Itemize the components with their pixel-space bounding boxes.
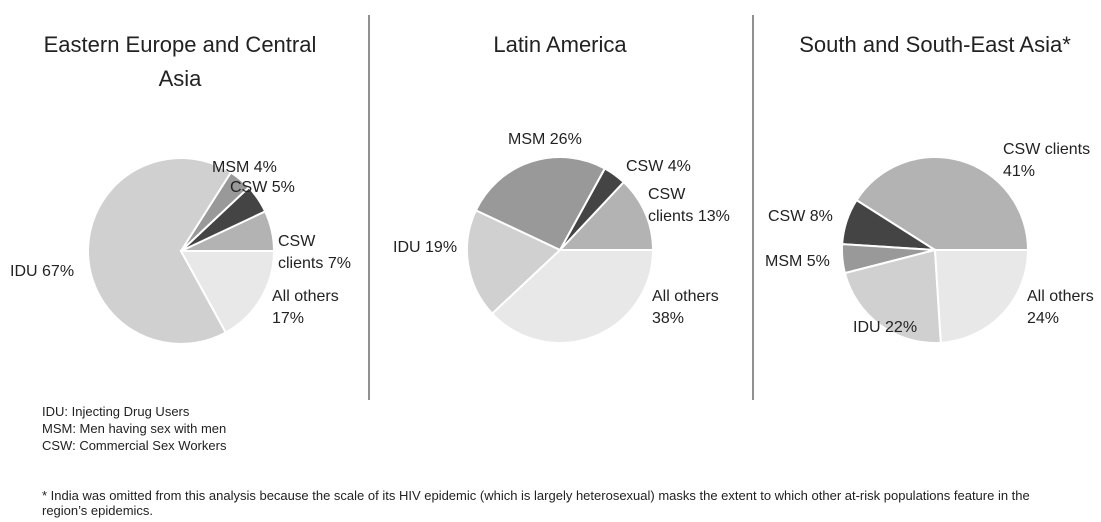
pie-slice xyxy=(474,156,607,252)
slice-value: 38% xyxy=(652,310,685,327)
chart-title: Latin America xyxy=(493,32,627,57)
slice-category: CSW clients xyxy=(1003,141,1091,158)
slice-label: CSW 4% xyxy=(626,156,746,178)
pie-slice xyxy=(466,209,562,316)
slice-label: All others 17% xyxy=(272,286,357,330)
slice-value: 5% xyxy=(806,253,830,270)
slice-category: CSW xyxy=(626,158,664,175)
slice-value: 22% xyxy=(885,319,918,336)
chart-title: South and South-East Asia* xyxy=(799,32,1071,57)
pie-slice xyxy=(490,249,655,344)
slice-label: CSW clients 13% xyxy=(648,184,748,228)
slice-category: All others xyxy=(652,288,719,305)
slice-label: MSM 5% xyxy=(765,251,885,273)
pie-slice xyxy=(557,180,655,251)
pie-slice xyxy=(179,250,276,334)
slice-value: 67% xyxy=(42,263,75,280)
note: CSW: Commercial Sex Workers xyxy=(42,438,227,453)
notes: IDU: Injecting Drug Users MSM: Men having… xyxy=(42,403,226,454)
slice-label: CSW 8% xyxy=(768,206,888,228)
slice-label: All others 38% xyxy=(652,286,737,330)
chart-title: Eastern Europe and Central Asia xyxy=(43,32,317,91)
note: MSM: Men having sex with men xyxy=(42,421,227,436)
slice-label: MSM 26% xyxy=(508,129,628,151)
slice-label: IDU 19% xyxy=(393,237,513,259)
slice-value: 4% xyxy=(253,159,277,176)
slice-category: IDU xyxy=(393,239,421,256)
slice-category: MSM xyxy=(508,131,546,148)
slice-value: 4% xyxy=(667,158,691,175)
slice-value: 7% xyxy=(327,255,351,272)
slice-label: IDU 22% xyxy=(853,317,973,339)
pie-slice xyxy=(933,249,1030,344)
slice-category: CSW xyxy=(768,208,806,225)
slice-category: CSW clients xyxy=(648,186,694,225)
footnote: * India was omitted from this analysis b… xyxy=(42,488,1030,518)
slice-value: 41% xyxy=(1003,163,1036,180)
slice-value: 13% xyxy=(697,208,730,225)
slice-label: All others 24% xyxy=(1027,286,1101,330)
slice-label: CSW clients 41% xyxy=(1003,139,1098,183)
slice-value: 24% xyxy=(1027,310,1060,327)
pie-slice xyxy=(843,248,942,344)
slice-label: IDU 67% xyxy=(10,261,130,283)
pie-slice xyxy=(87,157,233,345)
slice-label: CSW clients 7% xyxy=(278,231,368,275)
slice-value: 26% xyxy=(549,131,582,148)
slice-value: 8% xyxy=(809,208,833,225)
slice-category: IDU xyxy=(853,319,881,336)
slice-category: All others xyxy=(272,288,339,305)
slice-value: 5% xyxy=(271,179,295,196)
slice-label: CSW 5% xyxy=(230,177,350,199)
slice-category: All others xyxy=(1027,288,1094,305)
slice-category: IDU xyxy=(10,263,38,280)
slice-category: MSM xyxy=(212,159,250,176)
slice-category: CSW xyxy=(230,179,268,196)
slice-value: 19% xyxy=(425,239,458,256)
note: IDU: Injecting Drug Users xyxy=(42,404,190,419)
slice-category: CSW clients xyxy=(278,233,324,272)
slice-label: MSM 4% xyxy=(212,157,332,179)
slice-category: MSM xyxy=(765,253,803,270)
slice-value: 17% xyxy=(272,310,305,327)
